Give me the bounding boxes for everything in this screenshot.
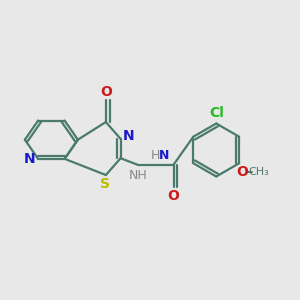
Text: O: O: [168, 189, 179, 202]
Text: N: N: [24, 152, 36, 166]
Text: H: H: [150, 149, 160, 162]
Text: S: S: [100, 177, 110, 191]
Text: N: N: [123, 130, 135, 143]
Text: N: N: [159, 149, 169, 162]
Text: Cl: Cl: [209, 106, 224, 120]
Text: NH: NH: [128, 169, 147, 182]
Text: O: O: [236, 165, 248, 179]
Text: O: O: [100, 85, 112, 99]
Text: CH₃: CH₃: [249, 167, 270, 177]
